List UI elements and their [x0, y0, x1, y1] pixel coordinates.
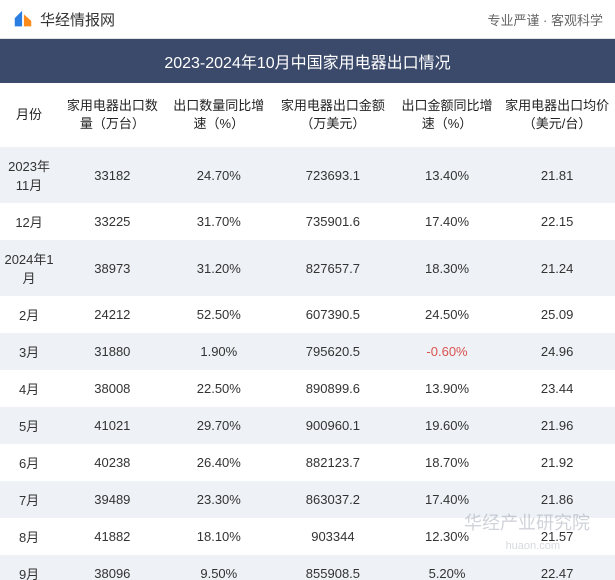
table-cell: 23.44: [499, 370, 615, 407]
col-amount: 家用电器出口金额（万美元）: [271, 83, 395, 147]
table-cell: 25.09: [499, 296, 615, 333]
table-cell: 4月: [0, 370, 58, 407]
col-qty-growth: 出口数量同比增速（%）: [167, 83, 271, 147]
table-row: 12月3322531.70%735901.617.40%22.15: [0, 203, 615, 240]
table-cell: 17.40%: [395, 481, 499, 518]
table-cell: 31.70%: [167, 203, 271, 240]
table-cell: 38096: [58, 555, 166, 580]
table-cell: 5月: [0, 407, 58, 444]
table-cell: 22.15: [499, 203, 615, 240]
table-title: 2023-2024年10月中国家用电器出口情况: [0, 39, 615, 83]
table-row: 2024年1月3897331.20%827657.718.30%21.24: [0, 240, 615, 296]
table-cell: 607390.5: [271, 296, 395, 333]
table-cell: 40238: [58, 444, 166, 481]
table-cell: 21.86: [499, 481, 615, 518]
table-cell: 827657.7: [271, 240, 395, 296]
table-cell: 21.96: [499, 407, 615, 444]
table-cell: 13.40%: [395, 147, 499, 203]
table-cell: 38008: [58, 370, 166, 407]
table-cell: 41882: [58, 518, 166, 555]
table-cell: 24.50%: [395, 296, 499, 333]
table-cell: 8月: [0, 518, 58, 555]
table-cell: 735901.6: [271, 203, 395, 240]
table-cell: 863037.2: [271, 481, 395, 518]
table-cell: 903344: [271, 518, 395, 555]
table-cell: 2023年11月: [0, 147, 58, 203]
page-header: 华经情报网 专业严谨 · 客观科学: [0, 0, 615, 39]
table-cell: 7月: [0, 481, 58, 518]
col-month: 月份: [0, 83, 58, 147]
table-cell: 5.20%: [395, 555, 499, 580]
table-header-row: 月份 家用电器出口数量（万台） 出口数量同比增速（%） 家用电器出口金额（万美元…: [0, 83, 615, 147]
table-cell: 18.30%: [395, 240, 499, 296]
table-cell: 2024年1月: [0, 240, 58, 296]
table-cell: 3月: [0, 333, 58, 370]
table-cell: 24.96: [499, 333, 615, 370]
logo-icon: [12, 8, 34, 30]
table-cell: 17.40%: [395, 203, 499, 240]
table-cell: 23.30%: [167, 481, 271, 518]
table-cell: 24212: [58, 296, 166, 333]
table-cell: 19.60%: [395, 407, 499, 444]
table-cell: 795620.5: [271, 333, 395, 370]
table-cell: 2月: [0, 296, 58, 333]
brand-block: 华经情报网: [12, 8, 115, 30]
table-cell: 6月: [0, 444, 58, 481]
brand-text: 华经情报网: [40, 9, 115, 30]
table-cell: 21.24: [499, 240, 615, 296]
table-cell: 12.30%: [395, 518, 499, 555]
table-row: 6月4023826.40%882123.718.70%21.92: [0, 444, 615, 481]
table-cell: 12月: [0, 203, 58, 240]
table-cell: 21.57: [499, 518, 615, 555]
table-cell: 21.81: [499, 147, 615, 203]
table-cell: 882123.7: [271, 444, 395, 481]
table-cell: 21.92: [499, 444, 615, 481]
table-cell: 31.20%: [167, 240, 271, 296]
table-cell: -0.60%: [395, 333, 499, 370]
export-table: 月份 家用电器出口数量（万台） 出口数量同比增速（%） 家用电器出口金额（万美元…: [0, 83, 615, 580]
table-row: 5月4102129.70%900960.119.60%21.96: [0, 407, 615, 444]
col-amount-growth: 出口金额同比增速（%）: [395, 83, 499, 147]
table-row: 2023年11月3318224.70%723693.113.40%21.81: [0, 147, 615, 203]
table-cell: 900960.1: [271, 407, 395, 444]
col-avg-price: 家用电器出口均价（美元/台）: [499, 83, 615, 147]
table-row: 2月2421252.50%607390.524.50%25.09: [0, 296, 615, 333]
col-qty: 家用电器出口数量（万台）: [58, 83, 166, 147]
table-body: 2023年11月3318224.70%723693.113.40%21.8112…: [0, 147, 615, 580]
table-cell: 29.70%: [167, 407, 271, 444]
table-cell: 22.47: [499, 555, 615, 580]
table-cell: 18.70%: [395, 444, 499, 481]
table-cell: 33182: [58, 147, 166, 203]
table-cell: 890899.6: [271, 370, 395, 407]
tagline: 专业严谨 · 客观科学: [487, 10, 603, 29]
table-cell: 723693.1: [271, 147, 395, 203]
table-cell: 855908.5: [271, 555, 395, 580]
table-cell: 33225: [58, 203, 166, 240]
table-cell: 18.10%: [167, 518, 271, 555]
table-cell: 9月: [0, 555, 58, 580]
table-cell: 41021: [58, 407, 166, 444]
table-cell: 38973: [58, 240, 166, 296]
table-cell: 52.50%: [167, 296, 271, 333]
table-cell: 13.90%: [395, 370, 499, 407]
table-row: 8月4188218.10%90334412.30%21.57: [0, 518, 615, 555]
table-row: 9月380969.50%855908.55.20%22.47: [0, 555, 615, 580]
table-cell: 39489: [58, 481, 166, 518]
table-cell: 31880: [58, 333, 166, 370]
table-row: 3月318801.90%795620.5-0.60%24.96: [0, 333, 615, 370]
table-cell: 22.50%: [167, 370, 271, 407]
table-cell: 9.50%: [167, 555, 271, 580]
table-row: 4月3800822.50%890899.613.90%23.44: [0, 370, 615, 407]
table-row: 7月3948923.30%863037.217.40%21.86: [0, 481, 615, 518]
table-cell: 26.40%: [167, 444, 271, 481]
table-cell: 1.90%: [167, 333, 271, 370]
table-cell: 24.70%: [167, 147, 271, 203]
